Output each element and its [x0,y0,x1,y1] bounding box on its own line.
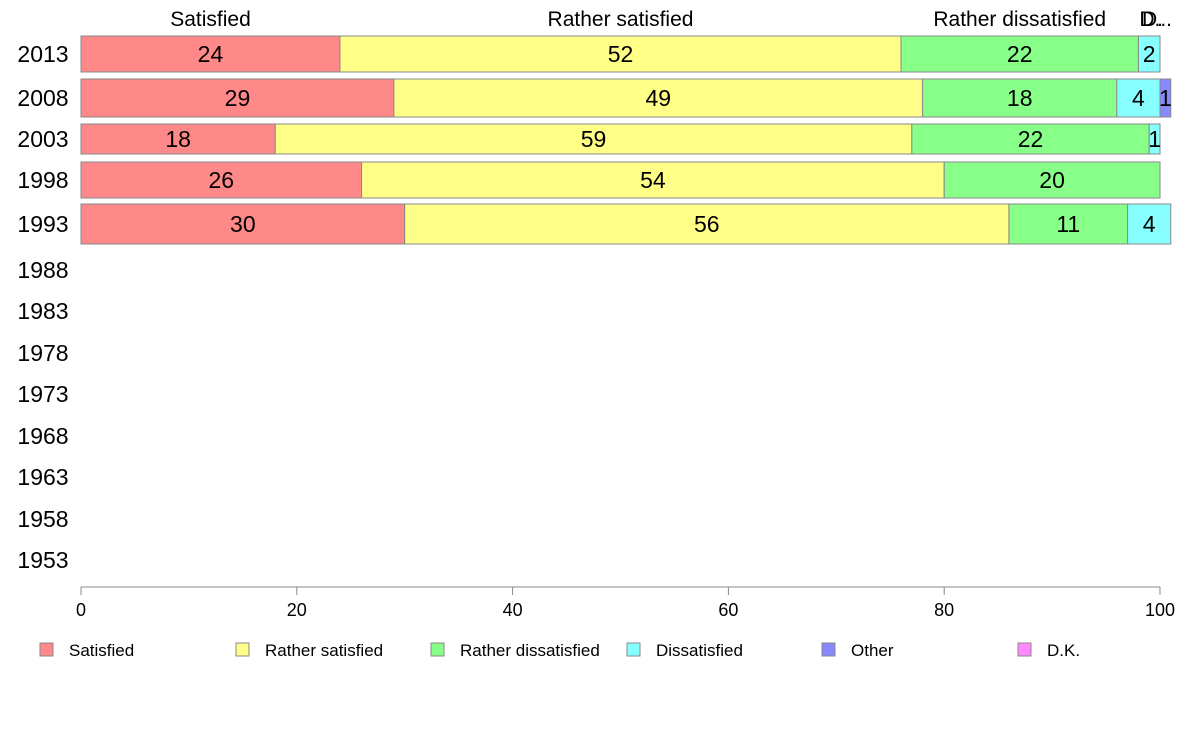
top-label: Rather satisfied [548,8,694,31]
bar-value-label: 30 [230,211,256,237]
legend-swatch [1017,642,1032,657]
top-label: Rather dissatisfied [933,8,1106,31]
bar-value-label: 52 [608,41,634,67]
legend-label: Other [851,641,894,660]
year-label: 1968 [17,423,68,449]
legend-swatch [430,642,445,657]
top-segment-labels: Satisfied Rather satisfied Rather dissatis… [170,8,1172,31]
x-tick-label: 40 [503,600,523,620]
bar-segment [1008,203,1129,245]
bar-value-label: 54 [640,167,666,193]
legend-swatch [626,642,641,657]
bar-segment [80,123,276,155]
top-label: D... [1139,8,1172,31]
bar-segment [361,161,945,199]
bar-value-label: 22 [1018,126,1044,152]
bar-segment [274,123,913,155]
year-label: 2013 [17,41,68,67]
bar-segment [339,35,902,73]
bar-value-label: 59 [581,126,607,152]
bar-value-label: 4 [1143,211,1156,237]
year-label: 1988 [17,257,68,283]
bar-value-label: 20 [1039,167,1065,193]
bar-value-label: 11 [1056,211,1080,237]
bar-value-label: 29 [225,85,251,111]
legend-label: Satisfied [69,641,134,660]
legend-swatch [39,642,54,657]
top-label: Satisfied [170,8,251,31]
bar-segment [393,78,924,118]
bar-segment [1148,123,1161,155]
bar-segment [911,123,1150,155]
year-label: 1963 [17,464,68,490]
bar-value-label: 49 [645,85,671,111]
bar-value-label: 18 [1007,85,1033,111]
x-tick-label: 100 [1145,600,1175,620]
bar-value-label: 1 [1148,126,1161,152]
top-label: D. [1142,8,1163,31]
bars [80,35,1172,245]
bar-value-label: 2 [1143,41,1156,67]
bar-segment [1116,78,1161,118]
x-tick-label: 0 [76,600,86,620]
year-label: 1993 [17,211,68,237]
year-label: 1983 [17,298,68,324]
bar-value-label: 4 [1132,85,1145,111]
bar-segment [404,203,1010,245]
bar-segment [1159,78,1172,118]
year-axis-labels: 2013 2008 2003 1998 1993 1988 1983 1978 1973 1968… [17,41,68,573]
bar-value-label: 1 [1159,85,1172,111]
legend-swatch [821,642,836,657]
legend-label: Rather dissatisfied [460,641,600,660]
x-axis: 0 20 40 60 80 100 [76,586,1175,620]
year-label: 1973 [17,381,68,407]
bar-value-label: 18 [165,126,191,152]
bar-segment [943,161,1161,199]
legend-swatch [235,642,250,657]
legend: Satisfied Rather satisfied Rather dissatis… [39,641,1080,660]
bar-value-label: 22 [1007,41,1033,67]
year-label: 1978 [17,340,68,366]
year-label: 1958 [17,506,68,532]
x-tick-label: 20 [287,600,307,620]
bar-segment [80,161,363,199]
legend-label: D.K. [1047,641,1080,660]
year-label: 1953 [17,547,68,573]
year-label: 2003 [17,126,68,152]
year-label: 2008 [17,85,68,111]
legend-label: Rather satisfied [265,641,383,660]
bar-value-label: 26 [208,167,234,193]
x-tick-label: 80 [934,600,954,620]
legend-label: Dissatisfied [656,641,743,660]
bar-segment [1137,35,1161,73]
bar-value-label: 24 [198,41,224,67]
bar-value-label: 56 [694,211,720,237]
x-tick-label: 60 [718,600,738,620]
year-label: 1998 [17,167,68,193]
bar-segment [1127,203,1172,245]
bar-segment [80,78,395,118]
bar-segment [922,78,1118,118]
bar-segment [80,203,406,245]
